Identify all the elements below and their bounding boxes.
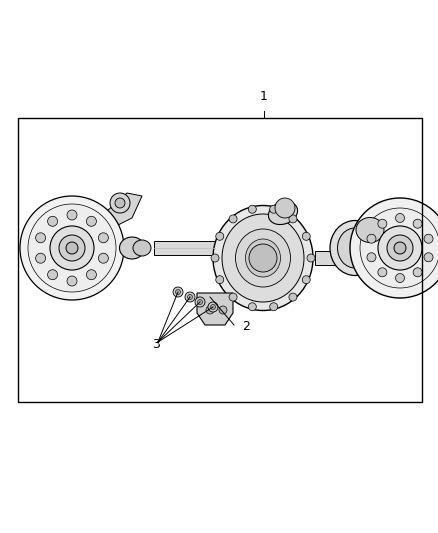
Circle shape: [350, 198, 438, 298]
Bar: [154, 241, 215, 255]
Circle shape: [176, 289, 180, 295]
Polygon shape: [97, 193, 142, 228]
Ellipse shape: [246, 239, 280, 277]
Ellipse shape: [60, 216, 105, 271]
Circle shape: [289, 293, 297, 301]
Circle shape: [48, 270, 58, 280]
Circle shape: [86, 216, 96, 227]
Circle shape: [396, 214, 405, 222]
Circle shape: [229, 293, 237, 301]
Text: 2: 2: [242, 320, 250, 334]
Circle shape: [59, 235, 85, 261]
Ellipse shape: [330, 221, 380, 276]
Text: 1: 1: [260, 90, 268, 103]
Text: 3: 3: [152, 337, 160, 351]
Circle shape: [248, 205, 256, 213]
Circle shape: [50, 226, 94, 270]
Circle shape: [35, 253, 46, 263]
Circle shape: [67, 276, 77, 286]
Circle shape: [367, 253, 376, 262]
Ellipse shape: [338, 228, 372, 268]
Circle shape: [211, 304, 215, 310]
Polygon shape: [197, 293, 233, 325]
Circle shape: [360, 208, 438, 288]
Circle shape: [367, 234, 376, 243]
Circle shape: [302, 232, 310, 240]
Circle shape: [86, 270, 96, 280]
Circle shape: [413, 219, 422, 228]
Circle shape: [289, 215, 297, 223]
Circle shape: [219, 306, 227, 314]
Circle shape: [187, 295, 192, 300]
Circle shape: [307, 254, 315, 262]
Circle shape: [378, 268, 387, 277]
Circle shape: [115, 198, 125, 208]
Circle shape: [378, 226, 422, 270]
Circle shape: [424, 253, 433, 262]
Circle shape: [249, 244, 277, 272]
Bar: [18, 118, 422, 402]
Bar: [315, 251, 355, 265]
Circle shape: [270, 205, 278, 213]
Circle shape: [28, 204, 116, 292]
Circle shape: [99, 253, 108, 263]
Circle shape: [66, 242, 78, 254]
Circle shape: [216, 276, 224, 284]
Circle shape: [206, 306, 214, 314]
Ellipse shape: [268, 201, 297, 224]
Circle shape: [248, 303, 256, 311]
Circle shape: [35, 233, 46, 243]
Circle shape: [99, 233, 108, 243]
Circle shape: [394, 242, 406, 254]
Ellipse shape: [222, 214, 304, 302]
Ellipse shape: [356, 217, 384, 243]
Circle shape: [270, 303, 278, 311]
Ellipse shape: [133, 240, 151, 256]
Circle shape: [185, 292, 195, 302]
Ellipse shape: [213, 206, 313, 311]
Circle shape: [275, 198, 295, 218]
Circle shape: [195, 297, 205, 307]
Circle shape: [173, 287, 183, 297]
Ellipse shape: [236, 229, 290, 287]
Circle shape: [396, 273, 405, 282]
Circle shape: [67, 210, 77, 220]
Ellipse shape: [120, 237, 145, 259]
Circle shape: [413, 268, 422, 277]
Circle shape: [208, 302, 218, 312]
Circle shape: [48, 216, 58, 227]
Ellipse shape: [52, 209, 112, 279]
Circle shape: [110, 193, 130, 213]
Circle shape: [216, 232, 224, 240]
Circle shape: [378, 219, 387, 228]
Circle shape: [198, 300, 202, 304]
Circle shape: [211, 254, 219, 262]
Circle shape: [387, 235, 413, 261]
Circle shape: [302, 276, 310, 284]
Circle shape: [229, 215, 237, 223]
Circle shape: [20, 196, 124, 300]
Circle shape: [424, 234, 433, 243]
